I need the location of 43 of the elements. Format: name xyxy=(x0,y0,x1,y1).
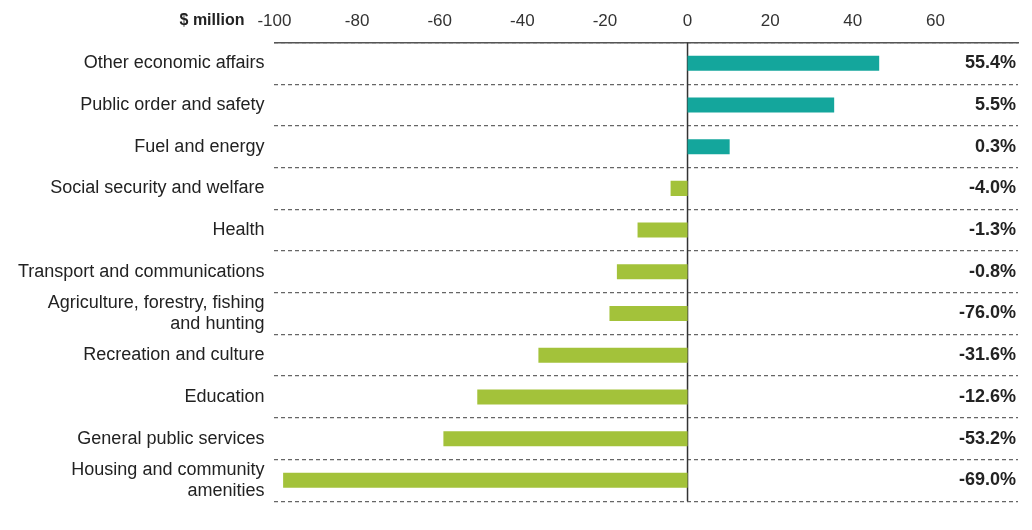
bar xyxy=(637,222,688,238)
y-tick-label: Education xyxy=(184,385,265,406)
bar xyxy=(687,97,835,113)
annotation: -12.6% xyxy=(958,385,1016,406)
y-tick-label: Public order and safety xyxy=(80,93,265,114)
x-tick-label: -20 xyxy=(592,10,618,30)
bar xyxy=(616,264,688,280)
annotation: -4.0% xyxy=(968,177,1016,198)
x-tick-label: 60 xyxy=(925,10,945,30)
bar xyxy=(477,389,688,405)
x-tick-label: -60 xyxy=(427,10,452,30)
bar xyxy=(609,306,688,322)
bar xyxy=(687,139,730,155)
x-tick-label: 40 xyxy=(843,10,863,30)
bar xyxy=(283,472,688,488)
x-tick-label: -40 xyxy=(510,10,535,30)
bar xyxy=(538,347,688,363)
annotation: 0.3% xyxy=(974,135,1016,156)
y-tick-label: Housing and community amenities xyxy=(71,458,265,501)
x-tick-label: 0 xyxy=(682,10,693,30)
x-tick-label: 20 xyxy=(760,10,780,30)
annotation: -53.2% xyxy=(958,427,1016,448)
y-tick-label: Health xyxy=(212,219,265,240)
x-tick-label: -80 xyxy=(344,10,370,30)
bar xyxy=(443,431,688,447)
y-tick-label: Social security and welfare xyxy=(50,177,265,198)
annotation: -76.0% xyxy=(958,302,1016,323)
y-tick-label: Fuel and energy xyxy=(134,135,265,156)
annotation: -69.0% xyxy=(958,469,1016,490)
x-axis-title: $ million xyxy=(179,11,245,29)
annotation: 5.5% xyxy=(974,93,1016,114)
y-tick-label: Agriculture, forestry, fishing and hunting xyxy=(47,291,265,334)
y-tick-label: General public services xyxy=(77,427,265,448)
annotation: 55.4% xyxy=(964,52,1016,73)
bar xyxy=(687,55,880,71)
annotation: -1.3% xyxy=(968,219,1016,240)
annotation: -31.6% xyxy=(958,344,1016,365)
annotation: -0.8% xyxy=(968,260,1016,281)
y-tick-label: Transport and communications xyxy=(17,260,265,281)
x-tick-label: -100 xyxy=(257,10,292,30)
bar xyxy=(670,180,688,196)
y-tick-label: Recreation and culture xyxy=(83,344,265,365)
y-tick-label: Other economic affairs xyxy=(83,52,265,73)
